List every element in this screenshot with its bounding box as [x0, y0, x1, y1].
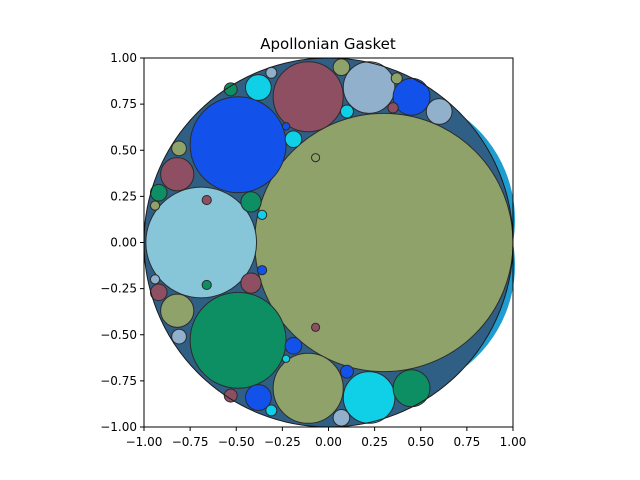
outer-circle-sliver: [461, 115, 515, 243]
chart-title: Apollonian Gasket: [260, 35, 396, 53]
gasket-circle: [171, 140, 187, 157]
gasket-circle: [244, 74, 272, 101]
gasket-circle: [223, 82, 238, 97]
y-tick-label: −0.50: [100, 328, 137, 342]
ticks-layer: −1.00 −0.75 −0.50 −0.25 0.00 0.25 0.50 0.75 1.00…: [100, 51, 526, 449]
gasket-circle: [189, 96, 287, 194]
x-tick-label: −1.00: [126, 435, 163, 449]
gasket-circle: [332, 58, 351, 77]
x-tick-label: 0.00: [315, 435, 342, 449]
y-tick-label: −1.00: [100, 420, 137, 434]
gasket-circle: [254, 112, 514, 373]
gasket-circle: [201, 194, 212, 206]
gasket-circle: [311, 153, 321, 163]
x-tick-label: 0.75: [454, 435, 481, 449]
gasket-circle: [240, 191, 262, 213]
gasket-circle: [339, 364, 354, 379]
gasket-circle: [149, 200, 161, 211]
y-tick-label: 0.50: [110, 143, 137, 157]
gasket-circle: [392, 77, 431, 116]
y-tick-label: 1.00: [110, 51, 137, 65]
y-tick-label: 0.00: [110, 236, 137, 250]
gasket-circle: [256, 265, 268, 276]
outer-circle-sliver: [461, 242, 515, 370]
gasket-circle: [332, 408, 351, 427]
gasket-circle: [272, 352, 344, 424]
circles-layer: [143, 57, 515, 428]
gasket-circle: [281, 354, 291, 363]
x-tick-label: −0.50: [218, 435, 255, 449]
gasket-circle: [160, 293, 195, 328]
gasket-circle: [284, 130, 303, 148]
gasket-circle: [265, 404, 278, 417]
gasket-circle: [425, 98, 453, 125]
gasket-circle: [272, 61, 344, 133]
gasket-circle: [223, 388, 238, 403]
gasket-circle: [240, 272, 262, 294]
gasket-circle: [342, 61, 396, 114]
x-tick-label: 0.25: [361, 435, 388, 449]
gasket-circle: [256, 209, 268, 220]
gasket-circle: [160, 157, 195, 192]
y-tick-label: 0.75: [110, 97, 137, 111]
y-tick-label: −0.75: [100, 374, 137, 388]
gasket-circle: [392, 369, 431, 408]
gasket-circle: [244, 384, 272, 411]
gasket-circle: [387, 102, 399, 114]
gasket-circle: [390, 72, 403, 85]
gasket-circle: [281, 122, 291, 131]
x-tick-label: 1.00: [500, 435, 527, 449]
y-tick-label: −0.25: [100, 282, 137, 296]
x-tick-label: −0.25: [264, 435, 301, 449]
gasket-circle: [284, 337, 303, 355]
gasket-circle: [201, 279, 212, 291]
gasket-circle: [311, 322, 321, 332]
x-tick-label: −0.75: [172, 435, 209, 449]
gasket-circle: [342, 371, 396, 424]
gasket-circle: [149, 274, 161, 285]
x-tick-label: 0.50: [407, 435, 434, 449]
gasket-circle: [339, 104, 354, 119]
gasket-circle: [189, 291, 287, 389]
y-tick-label: 0.25: [110, 189, 137, 203]
gasket-circle: [145, 186, 258, 299]
gasket-circle: [171, 328, 187, 345]
